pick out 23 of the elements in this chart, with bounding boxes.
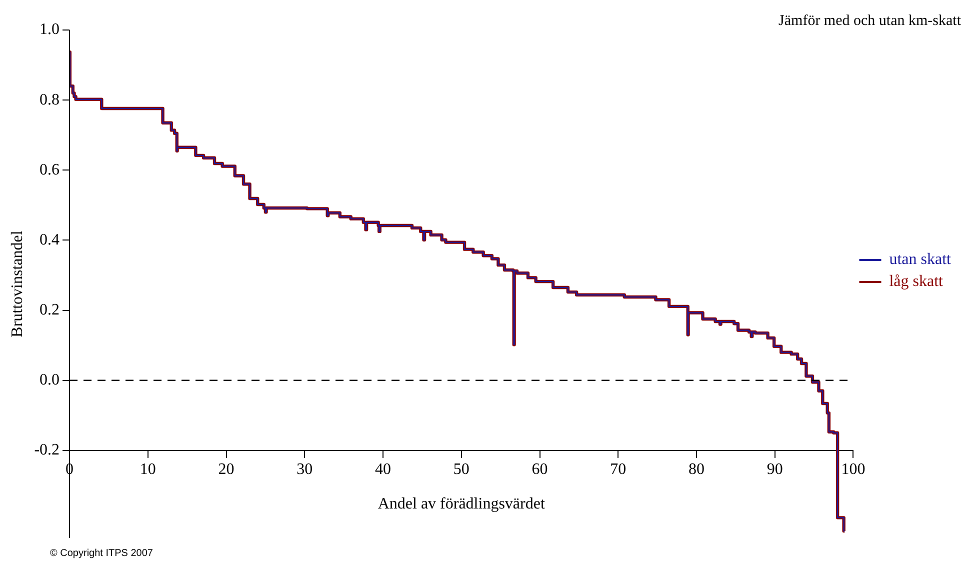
x-tick-label: 70 bbox=[610, 461, 626, 478]
legend-label: utan skatt bbox=[889, 251, 952, 268]
chart-title: Jämför med och utan km-skatt bbox=[778, 12, 962, 29]
y-tick-label: -0.2 bbox=[34, 442, 60, 459]
x-tick-label: 30 bbox=[296, 461, 313, 478]
y-tick-label: 0.8 bbox=[40, 91, 60, 108]
x-tick-label: 80 bbox=[688, 461, 704, 478]
x-axis-title: Andel av förädlingsvärdet bbox=[378, 495, 546, 512]
y-tick-label: 0.6 bbox=[40, 161, 60, 178]
legend-label: låg skatt bbox=[889, 273, 944, 290]
x-tick-label: 10 bbox=[140, 461, 156, 478]
y-axis-title: Bruttovinstandel bbox=[8, 230, 26, 338]
y-tick-label: 0.2 bbox=[40, 301, 60, 318]
text: © Copyright ITPS 2007 bbox=[50, 548, 154, 559]
x-tick-label: 100 bbox=[841, 461, 866, 478]
x-tick-label: 40 bbox=[375, 461, 392, 478]
y-tick-label: 0.0 bbox=[40, 372, 60, 389]
x-tick-label: 60 bbox=[532, 461, 548, 478]
y-tick-label: 0.4 bbox=[40, 231, 60, 248]
x-tick-label: 50 bbox=[453, 461, 470, 478]
y-tick-label: 1.0 bbox=[40, 21, 60, 38]
x-tick-label: 90 bbox=[766, 461, 783, 478]
x-tick-label: 20 bbox=[218, 461, 234, 478]
